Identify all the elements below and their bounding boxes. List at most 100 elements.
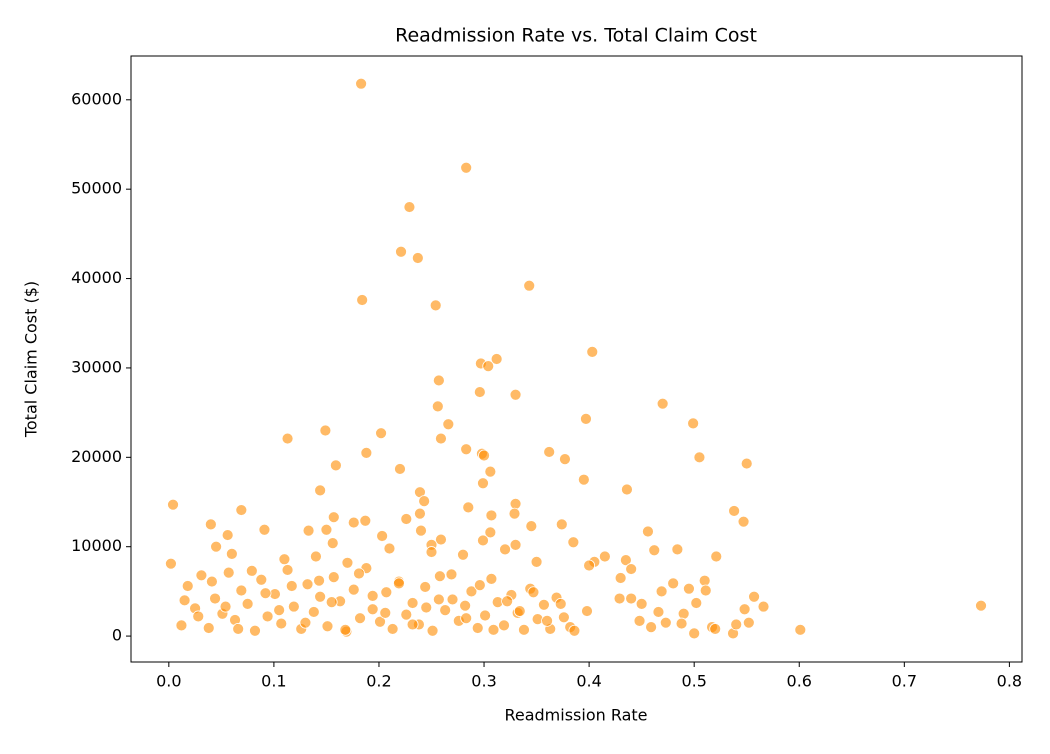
scatter-point [559,453,571,466]
scatter-point [307,606,320,618]
scatter-point [525,520,538,533]
scatter-point [165,557,177,570]
scatter-point [432,374,445,387]
scatter-point [360,446,373,459]
scatter-point [429,299,442,312]
scatter-point [419,581,432,593]
scatter-point [434,570,446,583]
scatter-point [420,601,433,614]
scatter-point [598,550,611,563]
scatter-point [688,627,701,640]
scatter-point [625,592,638,605]
scatter-point [439,604,452,617]
scatter-point [341,556,354,569]
scatter-point [383,542,396,555]
scatter-point [541,614,553,627]
scatter-point [285,580,298,592]
scatter-point [655,585,668,598]
scatter-point [652,606,665,618]
scatter-point [479,609,491,622]
scatter-point [320,523,333,536]
scatter-point [462,501,475,514]
scatter-point [259,587,272,600]
scatter-point [742,616,755,629]
scatter-point [426,624,439,637]
scatter-point [310,550,322,563]
scatter-point [221,529,234,541]
scatter-point [527,586,540,599]
chart-title: Readmission Rate vs. Total Claim Cost [395,25,757,47]
scatter-point [202,622,215,634]
scatter-point [241,598,254,610]
scatter-point [460,161,473,174]
scatter-point [366,603,379,616]
scatter-point [374,615,386,628]
scatter-point [509,388,522,401]
scatter-point [314,590,327,603]
scatter-point [175,619,188,632]
scatter-point [487,623,500,636]
scatter-point [210,540,223,553]
scatter-point [425,546,438,558]
scatter-point [635,598,648,610]
scatter-point [794,623,807,636]
y-tick-label: 50000 [71,179,122,198]
y-tick-label: 0 [112,626,122,645]
scatter-point [554,598,567,610]
scatter-point [411,252,424,264]
scatter-point [442,418,455,431]
scatter-point [403,201,416,213]
scatter-point [621,483,633,496]
scatter-point [347,516,360,529]
scatter-point [699,584,712,597]
scatter-point [386,623,399,635]
scatter-point [683,582,695,595]
y-tick-label: 60000 [71,89,122,108]
scatter-point [406,597,419,609]
scatter-point [319,424,332,437]
scatter-point [490,353,503,365]
scatter-point [613,592,626,605]
scatter-point [446,593,459,606]
scatter-point [730,618,743,631]
scatter-point [339,623,352,636]
scatter-point [195,569,208,582]
scatter-point [167,498,179,511]
scatter-point [380,586,393,599]
scatter-point [509,539,522,551]
scatter-point [356,294,369,306]
y-tick-label: 20000 [71,447,122,466]
scatter-point [555,518,568,531]
scatter-point [737,515,750,528]
scatter-point [435,533,447,546]
scatter-point [273,604,286,617]
scatter-point [675,617,688,630]
scatter-point [393,577,405,590]
scatter-point [757,600,770,613]
y-tick-label: 40000 [71,268,122,287]
scatter-point [485,509,498,522]
scatter-point [406,618,419,631]
scatter-point [485,572,498,585]
scatter-point [255,573,268,586]
y-axis-label: Total Claim Cost ($) [22,281,41,438]
scatter-point [568,624,581,637]
scatter-point [567,536,580,549]
scatter-point [459,599,472,612]
scatter-point [748,590,760,603]
scatter-point [498,619,510,632]
scatter-point [281,432,294,445]
scatter-point [523,279,536,292]
scatter-point [709,623,722,635]
scatter-point [677,607,690,620]
scatter-point [329,459,342,472]
scatter-point [445,568,458,581]
x-tick-label: 0.8 [997,672,1022,691]
scatter-point [181,580,194,592]
scatter-point [281,564,294,576]
scatter-point [326,537,339,550]
scatter-point [633,614,646,627]
scatter-point [235,504,248,516]
scatter-point [435,432,447,445]
scatter-point [222,566,235,579]
